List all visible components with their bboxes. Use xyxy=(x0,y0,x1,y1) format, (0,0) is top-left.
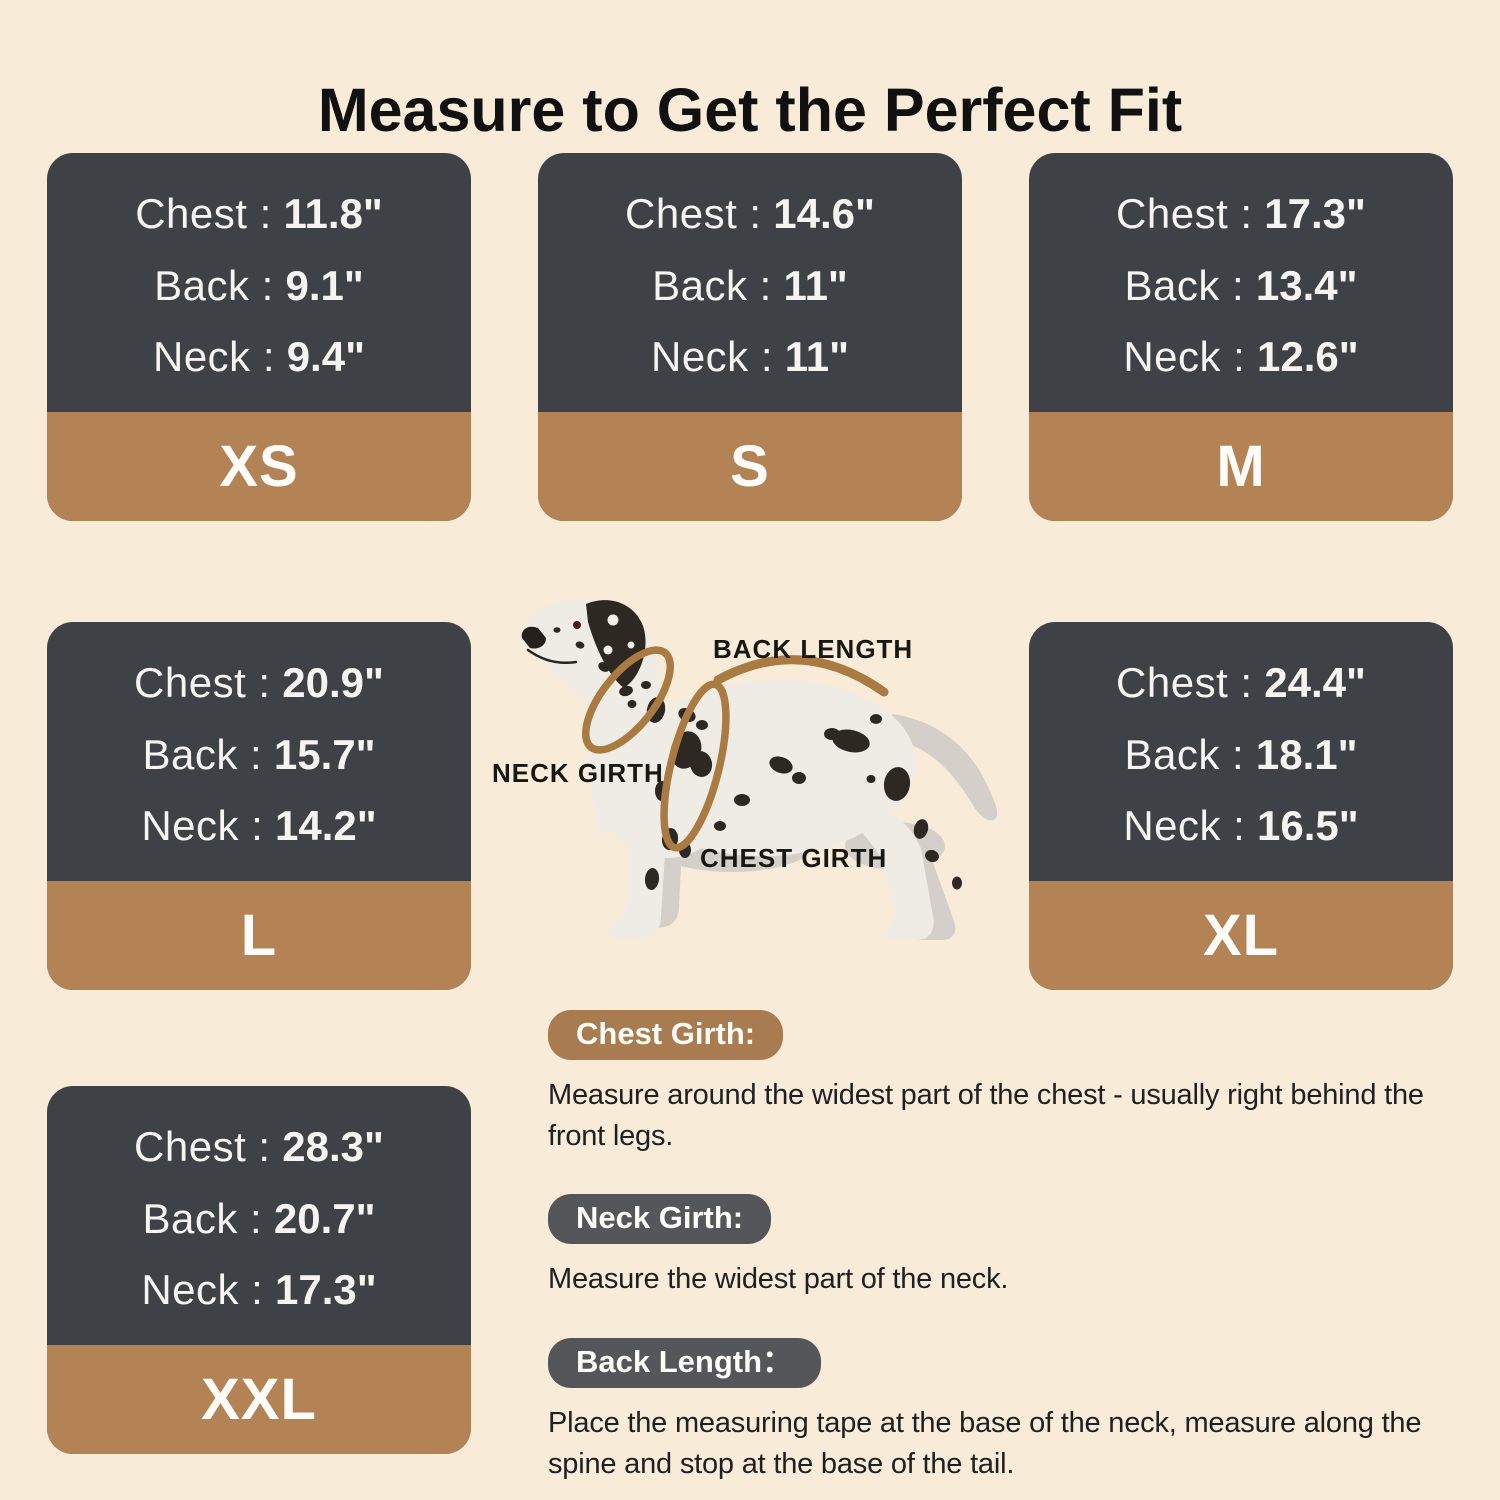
neck-girth-description: Measure the widest part of the neck. xyxy=(548,1263,1009,1296)
measurement-row: Back : 11" xyxy=(652,262,848,310)
measurement-label: Back : xyxy=(1124,261,1245,309)
measurement-label: Neck : xyxy=(1123,801,1246,849)
dog-eye xyxy=(573,621,581,629)
guide-item-back-length: Back Length： Place the measuring tape at… xyxy=(548,1337,1478,1484)
measurement-value: 11" xyxy=(784,332,849,380)
guide-item-neck-girth: Neck Girth: Measure the widest part of t… xyxy=(548,1194,1478,1300)
measurement-label: Neck : xyxy=(1123,332,1246,380)
card-measurements: Chest : 14.6" Back : 11" Neck : 11" xyxy=(538,153,962,412)
measurement-label: Chest : xyxy=(1116,190,1253,238)
measurement-label: Chest : xyxy=(1116,659,1253,707)
back-length-description: Place the measuring tape at the base of … xyxy=(548,1407,1422,1480)
card-measurements: Chest : 17.3" Back : 13.4" Neck : 12.6" xyxy=(1029,153,1453,412)
measurement-value: 17.3" xyxy=(275,1265,377,1313)
measurement-row: Back : 9.1" xyxy=(154,262,364,310)
chest-girth-pill: Chest Girth: xyxy=(548,1010,784,1061)
measurement-row: Chest : 17.3" xyxy=(1116,190,1366,238)
measurement-value: 16.5" xyxy=(1257,801,1359,849)
card-measurements: Chest : 20.9" Back : 15.7" Neck : 14.2" xyxy=(47,622,471,881)
measurement-row: Neck : 9.4" xyxy=(153,333,365,381)
measurement-row: Back : 15.7" xyxy=(142,731,375,779)
back-length-label: BACK LENGTH xyxy=(713,634,914,664)
card-measurements: Chest : 24.4" Back : 18.1" Neck : 16.5" xyxy=(1029,622,1453,881)
measurement-label: Chest : xyxy=(134,659,271,707)
measurement-value: 12.6" xyxy=(1257,332,1359,380)
size-card-m: Chest : 17.3" Back : 13.4" Neck : 12.6" … xyxy=(1029,153,1453,521)
measurement-value: 9.4" xyxy=(286,332,365,380)
measurement-label: Back : xyxy=(142,730,263,778)
measurement-row: Back : 13.4" xyxy=(1124,262,1357,310)
measurement-value: 14.2" xyxy=(275,801,377,849)
page-title: Measure to Get the Perfect Fit xyxy=(317,75,1183,144)
measurement-label: Neck : xyxy=(141,801,264,849)
measurement-value: 9.1" xyxy=(285,261,364,309)
measurement-row: Neck : 16.5" xyxy=(1123,802,1358,850)
dog-face xyxy=(521,621,581,664)
card-measurements: Chest : 28.3" Back : 20.7" Neck : 17.3" xyxy=(47,1086,471,1345)
size-band: XL xyxy=(1029,881,1453,990)
back-length-line xyxy=(713,655,889,697)
measurement-label: Neck : xyxy=(152,332,276,380)
chest-girth-description: Measure around the widest part of the ch… xyxy=(548,1079,1424,1152)
measurement-value: 24.4" xyxy=(1264,659,1366,707)
measurement-value: 13.4" xyxy=(1255,261,1358,309)
size-band: XS xyxy=(47,412,471,521)
chest-girth-label: CHEST GIRTH xyxy=(700,843,888,873)
measurement-label: Neck : xyxy=(141,1265,264,1313)
measurement-label: Back : xyxy=(154,261,274,309)
measurement-label: Chest : xyxy=(135,190,272,238)
size-card-xxl: Chest : 28.3" Back : 20.7" Neck : 17.3" … xyxy=(47,1086,471,1454)
neck-girth-label: NECK GIRTH xyxy=(492,758,664,788)
dog-diagram xyxy=(480,588,1040,968)
size-band: S xyxy=(538,412,962,521)
size-card-s: Chest : 14.6" Back : 11" Neck : 11" S xyxy=(538,153,962,521)
measurement-row: Neck : 11" xyxy=(651,333,849,381)
size-band: L xyxy=(47,881,471,990)
measurement-row: Chest : 28.3" xyxy=(134,1123,384,1171)
measurement-label: Neck : xyxy=(650,332,774,380)
measurement-row: Chest : 20.9" xyxy=(134,659,384,707)
measurement-row: Chest : 14.6" xyxy=(625,190,875,238)
measurement-row: Neck : 12.6" xyxy=(1123,333,1358,381)
measurement-label: Chest : xyxy=(625,190,762,238)
size-band: XXL xyxy=(47,1345,471,1454)
measurement-label: Back : xyxy=(652,261,772,309)
measurement-value: 20.7" xyxy=(273,1194,376,1242)
measurement-row: Back : 18.1" xyxy=(1124,731,1357,779)
dog-mouth xyxy=(526,648,578,664)
measurement-value: 20.9" xyxy=(282,659,384,707)
size-card-xs: Chest : 11.8" Back : 9.1" Neck : 9.4" XS xyxy=(47,153,471,521)
dog-nose xyxy=(521,626,546,649)
neck-girth-line xyxy=(582,646,674,754)
measurement-row: Neck : 14.2" xyxy=(141,802,376,850)
measurement-row: Chest : 24.4" xyxy=(1116,659,1366,707)
measurement-label: Back : xyxy=(142,1194,263,1242)
size-card-l: Chest : 20.9" Back : 15.7" Neck : 14.2" … xyxy=(47,622,471,990)
measurement-label: Chest : xyxy=(134,1123,271,1171)
dalmatian-dog-illustration xyxy=(519,599,998,940)
measurement-value: 17.3" xyxy=(1264,190,1366,238)
measurement-value: 18.1" xyxy=(1255,730,1358,778)
measurement-row: Back : 20.7" xyxy=(142,1195,375,1243)
measurement-value: 28.3" xyxy=(282,1123,384,1171)
measurement-value: 11.8" xyxy=(283,190,383,238)
size-band: M xyxy=(1029,412,1453,521)
card-measurements: Chest : 11.8" Back : 9.1" Neck : 9.4" xyxy=(47,153,471,412)
dog-ear xyxy=(586,600,646,688)
chest-girth-line xyxy=(660,680,730,852)
size-card-xl: Chest : 24.4" Back : 18.1" Neck : 16.5" … xyxy=(1029,622,1453,990)
measurement-value: 15.7" xyxy=(273,730,376,778)
measurement-value: 11" xyxy=(783,261,848,309)
measurement-row: Chest : 11.8" xyxy=(135,190,383,238)
measuring-guide: Chest Girth: Measure around the widest p… xyxy=(548,1010,1478,1500)
measurement-value: 14.6" xyxy=(773,190,875,238)
measurement-label: Back : xyxy=(1124,730,1245,778)
measuring-lines xyxy=(582,646,889,852)
back-length-pill: Back Length： xyxy=(548,1337,822,1389)
guide-item-chest-girth: Chest Girth: Measure around the widest p… xyxy=(548,1010,1478,1156)
neck-girth-pill: Neck Girth: xyxy=(548,1194,772,1245)
measurement-row: Neck : 17.3" xyxy=(141,1266,376,1314)
